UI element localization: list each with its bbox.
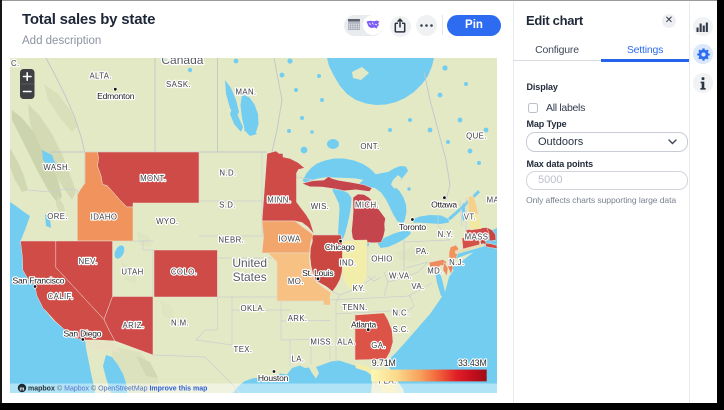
svg-text:MISS.: MISS. (310, 338, 333, 347)
svg-text:MICH.: MICH. (355, 200, 379, 209)
svg-text:WYO.: WYO. (156, 217, 178, 226)
svg-text:SASK.: SASK. (166, 80, 191, 89)
svg-text:NEV.: NEV. (79, 257, 98, 266)
svg-text:Atlanta: Atlanta (351, 320, 377, 330)
svg-text:San Francisco: San Francisco (13, 275, 65, 285)
svg-text:MINN.: MINN. (267, 195, 291, 204)
svg-text:N.M.: N.M. (171, 319, 189, 328)
svg-text:KY.: KY. (353, 284, 366, 293)
svg-text:United: United (232, 256, 267, 270)
svg-text:States: States (233, 270, 267, 284)
svg-text:CALIF.: CALIF. (48, 292, 74, 301)
svg-text:WASH.: WASH. (43, 163, 70, 172)
svg-text:MONT.: MONT. (140, 174, 166, 183)
svg-text:S.D.: S.D. (219, 201, 236, 210)
svg-text:mapbox: mapbox (28, 385, 55, 392)
svg-text:ONT.: ONT. (360, 142, 379, 151)
svg-text:ALA.: ALA. (337, 338, 356, 347)
svg-text:QUE.: QUE. (466, 131, 487, 140)
svg-text:N.Y.: N.Y. (438, 230, 454, 239)
svg-text:Toronto: Toronto (399, 222, 426, 232)
svg-text:TEX.: TEX. (234, 345, 253, 354)
svg-text:© Mapbox © OpenStreetMap Impro: © Mapbox © OpenStreetMap Improve this ma… (57, 384, 207, 392)
svg-text:COLO.: COLO. (171, 268, 197, 277)
svg-text:GA.: GA. (371, 341, 386, 350)
svg-text:Chicago: Chicago (325, 242, 355, 252)
svg-text:ARIZ.: ARIZ. (123, 321, 145, 330)
svg-text:NEBR.: NEBR. (218, 236, 244, 245)
svg-text:9.71M: 9.71M (372, 358, 396, 368)
svg-text:PA.: PA. (416, 247, 429, 256)
svg-text:N.D.: N.D. (219, 169, 236, 178)
svg-text:UTAH: UTAH (121, 268, 143, 277)
svg-text:N.J.: N.J. (449, 258, 464, 267)
svg-text:MD.: MD. (427, 266, 443, 275)
svg-text:ALTA.: ALTA. (89, 72, 112, 81)
svg-text:VA.: VA. (411, 282, 424, 291)
svg-text:ARK.: ARK. (288, 314, 308, 323)
svg-text:OKLA.: OKLA. (241, 304, 266, 313)
svg-text:IND.: IND. (339, 259, 356, 268)
svg-text:MAINE: MAINE (487, 196, 497, 205)
svg-text:.C.: .C. (10, 59, 20, 68)
svg-text:IOWA: IOWA (278, 234, 301, 243)
svg-text:ORE.: ORE. (47, 212, 68, 221)
svg-text:OHIO: OHIO (371, 255, 393, 264)
svg-text:MO.: MO. (288, 277, 304, 286)
svg-text:VT.: VT. (464, 213, 476, 222)
svg-text:San Diego: San Diego (63, 329, 101, 339)
svg-text:MASS: MASS (465, 233, 489, 242)
svg-text:m: m (20, 387, 25, 393)
svg-text:TENN.: TENN. (342, 303, 367, 312)
svg-text:Ottawa: Ottawa (431, 200, 457, 210)
svg-text:MAN.: MAN. (235, 88, 256, 97)
svg-text:IDAHO: IDAHO (91, 213, 118, 222)
svg-text:N.C.: N.C. (392, 309, 409, 318)
svg-text:St. Louis: St. Louis (302, 268, 333, 278)
svg-text:LA.: LA. (292, 355, 305, 364)
svg-text:Canada: Canada (161, 58, 203, 67)
svg-text:33.43M: 33.43M (458, 358, 487, 368)
svg-text:WIS.: WIS. (311, 202, 330, 211)
svg-text:S.C.: S.C. (393, 325, 410, 334)
svg-text:W.VA.: W.VA. (389, 272, 412, 281)
svg-text:Houston: Houston (258, 373, 289, 383)
svg-text:Edmonton: Edmonton (97, 91, 135, 101)
